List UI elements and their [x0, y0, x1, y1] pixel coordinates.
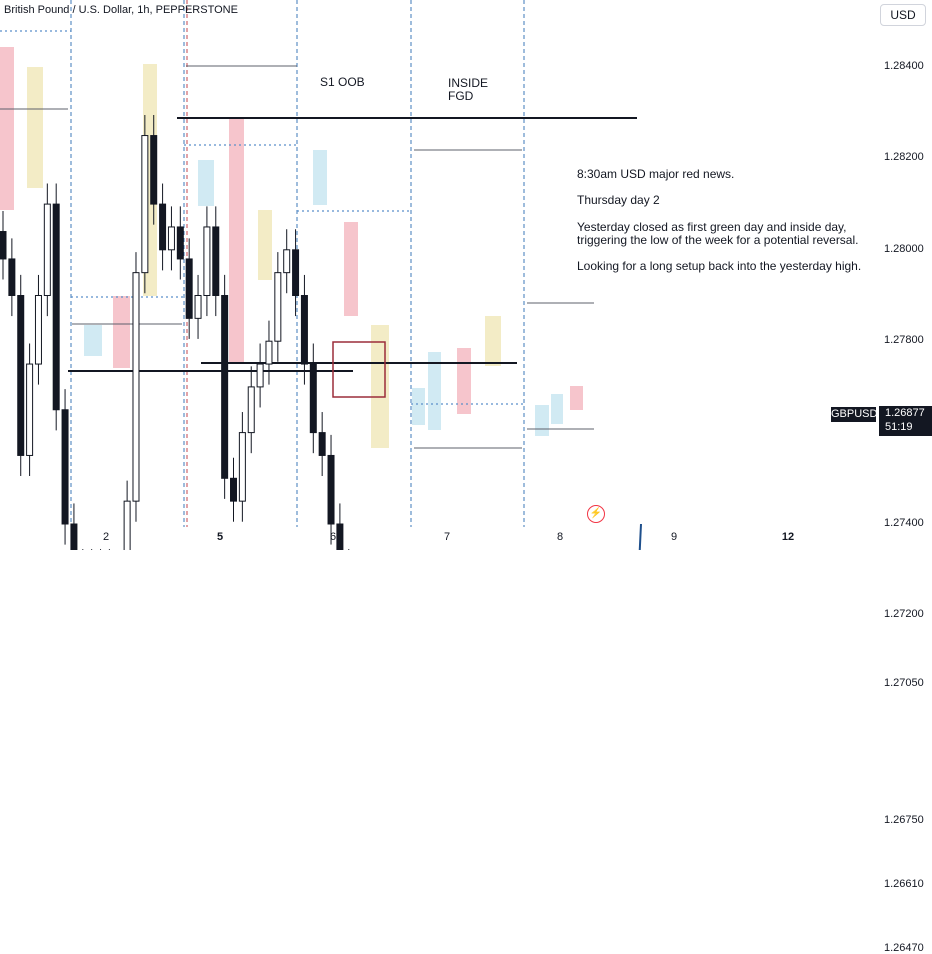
chart-title: British Pound / U.S. Dollar, 1h, PEPPERS… — [4, 4, 238, 16]
y-tick-label: 1.26470 — [884, 942, 924, 954]
candle-body — [318, 432, 326, 456]
candle-body — [123, 500, 131, 550]
last-price-tag: 1.26877 51:19 — [879, 406, 932, 436]
candle-body — [167, 226, 175, 251]
highlight-zone — [84, 325, 102, 356]
candle-body — [300, 295, 308, 365]
x-tick-label: 5 — [216, 531, 224, 543]
symbol-tag: GBPUSD — [831, 407, 878, 422]
highlight-zone — [412, 388, 425, 425]
y-tick-label: 1.28400 — [884, 60, 924, 72]
highlight-zone — [428, 352, 441, 430]
x-tick-label: 8 — [556, 531, 564, 543]
candle-body — [8, 258, 16, 297]
y-tick-label: 1.27050 — [884, 676, 924, 689]
x-tick-label: 2 — [102, 531, 110, 543]
x-tick-label: 6 — [329, 531, 337, 543]
candle-body — [185, 258, 193, 319]
candle-body — [212, 226, 220, 296]
candle-body — [17, 295, 25, 456]
candle-body — [26, 363, 34, 456]
candle-body — [0, 231, 7, 260]
highlight-zone — [113, 296, 130, 368]
y-tick-label: 1.28200 — [884, 151, 924, 164]
chart-canvas[interactable] — [0, 0, 932, 550]
highlight-zone — [535, 405, 549, 436]
candle-body — [247, 386, 255, 434]
candle-body — [274, 272, 282, 342]
candle-body — [336, 523, 344, 550]
candle-body — [230, 477, 238, 502]
candle-body — [194, 295, 202, 319]
y-tick-label: 1.28000 — [884, 242, 924, 255]
y-tick-label: 1.27200 — [884, 608, 924, 621]
y-tick-label: 1.27800 — [884, 334, 924, 347]
candle-body — [176, 226, 184, 260]
note-news: 8:30am USD major red news. — [577, 167, 735, 181]
candle-body — [292, 249, 300, 297]
note-day: Thursday day 2 — [577, 193, 660, 207]
y-tick-label: 1.26750 — [884, 814, 924, 827]
x-tick-label: 12 — [781, 531, 795, 543]
candle-body — [283, 249, 291, 274]
candle-body — [203, 226, 211, 296]
candle-body — [159, 203, 167, 251]
candle-body — [256, 363, 264, 388]
candle-body — [61, 409, 69, 525]
x-tick-label: 9 — [670, 531, 678, 543]
highlight-zone — [551, 394, 563, 424]
candle-body — [70, 523, 78, 550]
y-tick-label: 1.26610 — [884, 878, 924, 891]
candle-body — [327, 454, 335, 525]
candle-body — [132, 272, 140, 502]
candle-body — [265, 340, 273, 365]
highlight-box — [332, 341, 386, 398]
highlight-zone — [570, 386, 583, 410]
highlight-zone — [229, 118, 244, 362]
candle-body — [141, 135, 149, 274]
candle-body — [221, 295, 229, 479]
inside-fgd-label: INSIDE FGD — [448, 76, 489, 103]
candle-body — [34, 295, 42, 365]
highlight-zone — [344, 222, 358, 316]
note-long-setup: Looking for a long setup back into the y… — [577, 259, 862, 273]
highlight-zone — [0, 47, 14, 210]
last-price-value: 1.26877 — [885, 407, 925, 419]
highlight-zone — [258, 210, 272, 280]
highlight-zone — [313, 150, 327, 205]
x-tick-label: 7 — [443, 531, 451, 543]
bar-countdown: 51:19 — [885, 421, 913, 433]
candle-body — [238, 432, 246, 502]
highlight-zone — [198, 160, 214, 206]
currency-button[interactable]: USD — [880, 4, 926, 26]
lightning-icon[interactable]: ⚡ — [587, 505, 605, 523]
y-tick-label: 1.27400 — [884, 517, 924, 529]
note-inside-day: Yesterday closed as first green day and … — [577, 220, 859, 247]
candle-body — [309, 363, 317, 434]
s1-oob-label: S1 OOB — [320, 75, 365, 89]
candle-body — [43, 203, 51, 297]
highlight-zone — [457, 348, 471, 414]
highlight-zone — [27, 67, 43, 188]
candle-body — [150, 135, 158, 205]
highlight-zone — [485, 316, 501, 366]
highlight-zone — [371, 325, 389, 448]
forecast-path — [638, 523, 642, 550]
candle-body — [52, 203, 60, 411]
